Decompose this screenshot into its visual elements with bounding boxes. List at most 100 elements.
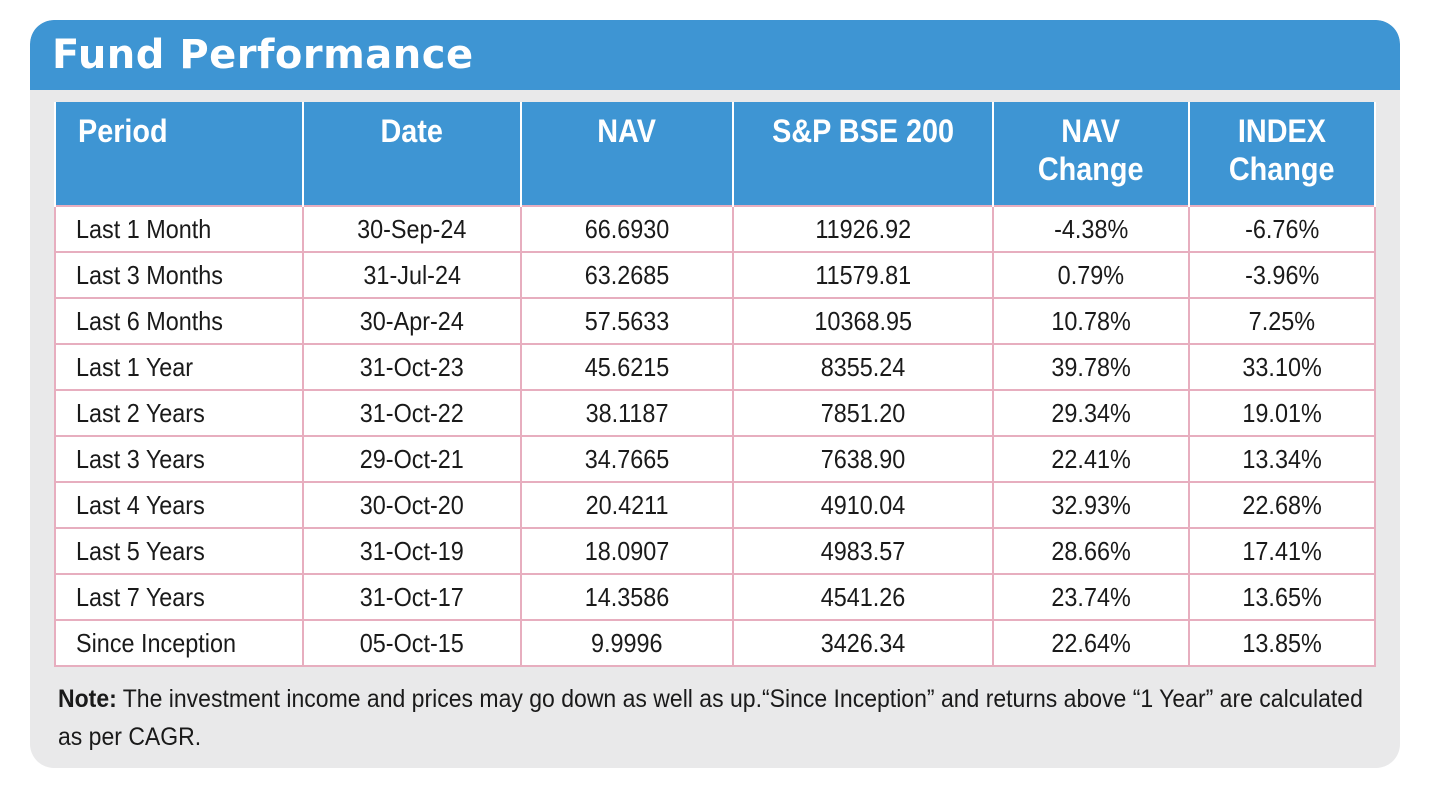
nav-cell: 38.1187 (520, 389, 734, 437)
cell-value: 4910.04 (820, 489, 906, 520)
cell-value: -4.38% (1053, 213, 1129, 244)
cell-value: 31-Oct-19 (359, 535, 465, 566)
cell-value: 33.10% (1242, 351, 1322, 382)
cell-value: 28.66% (1051, 535, 1131, 566)
header-date: Date (302, 102, 522, 206)
cell-value: Last 6 Months (76, 305, 223, 336)
table-row: Last 6 Months 30-Apr-24 57.5633 10368.95 10.… (54, 297, 1376, 345)
cell-value: 22.64% (1051, 627, 1131, 658)
nav-cell: 18.0907 (520, 527, 734, 575)
period-cell: Last 2 Years (54, 389, 304, 437)
header-index-value: S&P BSE 200 (732, 102, 994, 206)
nav-change-cell: 22.41% (992, 435, 1190, 483)
period-cell: Last 3 Months (54, 251, 304, 299)
note-label: Note: (58, 685, 117, 713)
nav-change-cell: 39.78% (992, 343, 1190, 391)
cell-value: 20.4211 (585, 489, 669, 520)
cell-value: 14.3586 (584, 581, 670, 612)
table-row: Last 1 Month 30-Sep-24 66.6930 11926.92 -4.3… (54, 205, 1376, 253)
cell-value: 13.85% (1242, 627, 1322, 658)
header-label: Change (1038, 151, 1144, 187)
cell-value: 3426.34 (820, 627, 906, 658)
cell-value: 10368.95 (814, 305, 912, 336)
cell-value: Last 3 Years (76, 443, 205, 474)
period-cell: Last 1 Year (54, 343, 304, 391)
index-change-cell: -3.96% (1188, 251, 1376, 299)
cell-value: 34.7665 (584, 443, 670, 474)
index-value-cell: 4910.04 (732, 481, 994, 529)
date-cell: 30-Oct-20 (302, 481, 522, 529)
cell-value: 32.93% (1051, 489, 1131, 520)
cell-value: 11926.92 (815, 213, 911, 244)
panel-title: Fund Performance (52, 32, 474, 78)
index-value-cell: 7638.90 (732, 435, 994, 483)
index-change-cell: 22.68% (1188, 481, 1376, 529)
nav-cell: 34.7665 (520, 435, 734, 483)
cell-value: 17.41% (1242, 535, 1322, 566)
cell-value: Last 4 Years (76, 489, 205, 520)
header-label: S&P BSE 200 (772, 113, 954, 149)
cell-value: 31-Oct-17 (359, 581, 465, 612)
nav-cell: 20.4211 (520, 481, 734, 529)
period-cell: Last 6 Months (54, 297, 304, 345)
date-cell: 31-Jul-24 (302, 251, 522, 299)
title-bar: Fund Performance (30, 20, 1400, 90)
cell-value: 7.25% (1248, 305, 1316, 336)
date-cell: 31-Oct-22 (302, 389, 522, 437)
date-cell: 05-Oct-15 (302, 619, 522, 667)
table-row: Last 3 Months 31-Jul-24 63.2685 11579.81 0.7… (54, 251, 1376, 299)
index-value-cell: 11926.92 (732, 205, 994, 253)
nav-change-cell: -4.38% (992, 205, 1190, 253)
nav-change-cell: 23.74% (992, 573, 1190, 621)
index-change-cell: 17.41% (1188, 527, 1376, 575)
cell-value: 30-Apr-24 (359, 305, 465, 336)
nav-cell: 57.5633 (520, 297, 734, 345)
nav-cell: 66.6930 (520, 205, 734, 253)
index-value-cell: 3426.34 (732, 619, 994, 667)
cell-value: -3.96% (1244, 259, 1320, 290)
cell-value: 19.01% (1242, 397, 1322, 428)
index-value-cell: 10368.95 (732, 297, 994, 345)
table-row: Last 3 Years 29-Oct-21 34.7665 7638.90 22.41… (54, 435, 1376, 483)
table-body: Last 1 Month 30-Sep-24 66.6930 11926.92 -4.3… (54, 205, 1376, 667)
nav-change-cell: 28.66% (992, 527, 1190, 575)
table-row: Last 7 Years 31-Oct-17 14.3586 4541.26 23.74… (54, 573, 1376, 621)
table-row: Last 2 Years 31-Oct-22 38.1187 7851.20 29.34… (54, 389, 1376, 437)
date-cell: 30-Sep-24 (302, 205, 522, 253)
disclaimer-note: Note: The investment income and prices m… (58, 680, 1378, 756)
cell-value: 13.34% (1242, 443, 1322, 474)
cell-value: 22.41% (1051, 443, 1131, 474)
cell-value: 10.78% (1051, 305, 1131, 336)
date-cell: 31-Oct-23 (302, 343, 522, 391)
nav-change-cell: 0.79% (992, 251, 1190, 299)
index-change-cell: 13.65% (1188, 573, 1376, 621)
cell-value: 22.68% (1242, 489, 1322, 520)
cell-value: 38.1187 (585, 397, 669, 428)
nav-cell: 63.2685 (520, 251, 734, 299)
index-change-cell: 13.34% (1188, 435, 1376, 483)
index-value-cell: 7851.20 (732, 389, 994, 437)
header-nav: NAV (520, 102, 734, 206)
index-change-cell: 33.10% (1188, 343, 1376, 391)
index-value-cell: 8355.24 (732, 343, 994, 391)
table-header-row: Period Date NAV S&P BSE 200 NAV Change INDEX Ch… (54, 102, 1376, 206)
cell-value: Last 7 Years (76, 581, 205, 612)
period-cell: Last 7 Years (54, 573, 304, 621)
date-cell: 30-Apr-24 (302, 297, 522, 345)
index-change-cell: -6.76% (1188, 205, 1376, 253)
header-label: INDEX (1237, 113, 1327, 149)
date-cell: 29-Oct-21 (302, 435, 522, 483)
cell-value: Last 3 Months (76, 259, 223, 290)
cell-value: 23.74% (1051, 581, 1131, 612)
cell-value: 7851.20 (820, 397, 906, 428)
header-label: Change (1229, 151, 1335, 187)
cell-value: 4983.57 (820, 535, 906, 566)
period-cell: Last 1 Month (54, 205, 304, 253)
index-value-cell: 4983.57 (732, 527, 994, 575)
cell-value: 11579.81 (815, 259, 911, 290)
table-row: Since Inception 05-Oct-15 9.9996 3426.34 22.… (54, 619, 1376, 667)
header-label: Date (380, 113, 444, 149)
header-label: NAV (1061, 113, 1121, 149)
cell-value: 66.6930 (584, 213, 670, 244)
cell-value: 9.9996 (591, 627, 663, 658)
